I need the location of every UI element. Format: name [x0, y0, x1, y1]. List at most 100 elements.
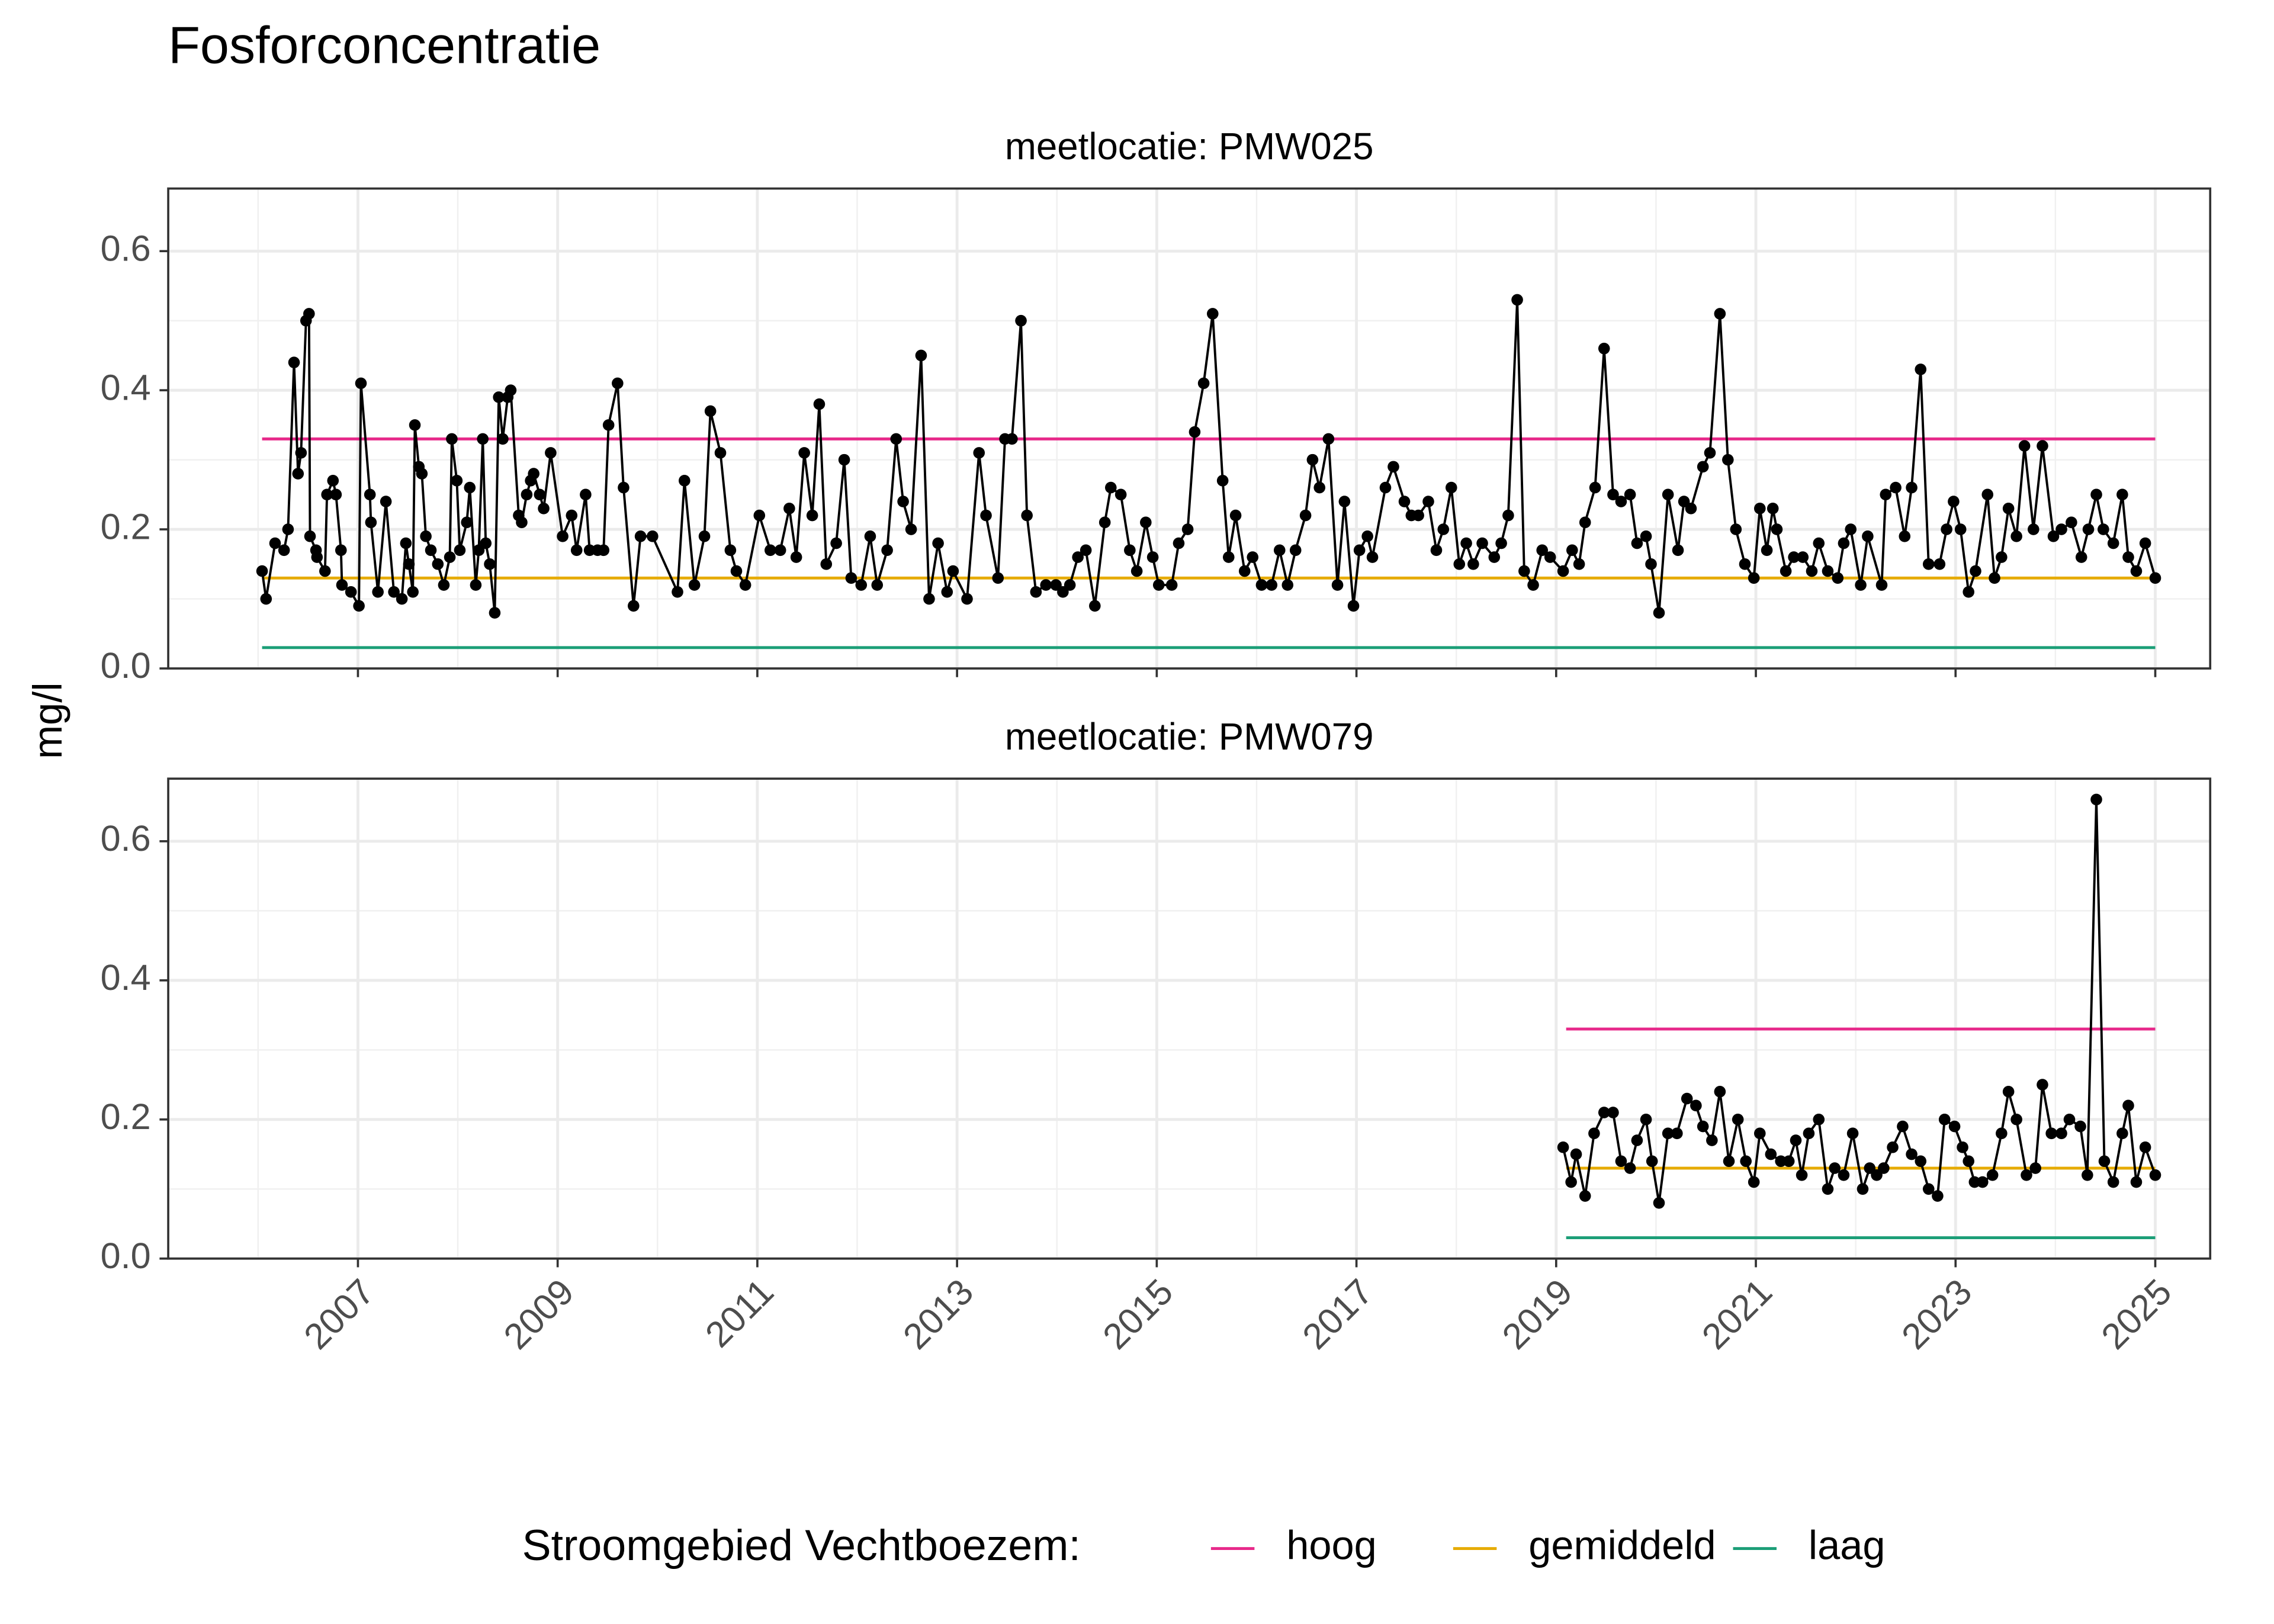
- data-point: [420, 530, 432, 542]
- data-point: [1932, 1190, 1944, 1202]
- data-point: [1706, 1134, 1718, 1146]
- data-point: [1173, 537, 1185, 549]
- data-point: [2055, 1127, 2067, 1140]
- data-point: [1140, 516, 1152, 529]
- data-point: [774, 544, 786, 557]
- data-point: [1748, 572, 1760, 584]
- data-point: [1089, 600, 1101, 612]
- data-point: [2082, 1169, 2093, 1181]
- data-point: [1640, 530, 1652, 542]
- data-point: [820, 558, 833, 570]
- data-point: [1398, 496, 1411, 507]
- data-point: [355, 377, 367, 390]
- data-point: [493, 391, 505, 403]
- data-point: [2130, 565, 2143, 577]
- data-point: [2107, 1176, 2119, 1188]
- data-point: [1072, 551, 1084, 563]
- data-point: [2090, 793, 2102, 806]
- data-point: [1021, 509, 1033, 522]
- data-point: [1739, 558, 1751, 570]
- data-point: [1607, 1107, 1619, 1118]
- data-point: [497, 433, 509, 445]
- data-point: [634, 530, 647, 542]
- data-point: [598, 544, 610, 557]
- data-point: [1875, 579, 1888, 591]
- data-point: [1790, 1134, 1802, 1146]
- data-point: [566, 509, 578, 522]
- panel-border: [167, 187, 2212, 670]
- data-point: [1322, 433, 1335, 445]
- data-point: [528, 468, 540, 480]
- data-point: [1922, 558, 1935, 570]
- data-point: [461, 516, 473, 529]
- data-point: [1105, 481, 1117, 494]
- data-point: [1467, 558, 1479, 570]
- data-point: [1970, 565, 1981, 577]
- data-point: [1015, 314, 1027, 327]
- data-point: [1565, 1176, 1577, 1188]
- data-point: [304, 530, 316, 542]
- data-point: [1152, 579, 1165, 591]
- data-point: [1897, 1120, 1909, 1133]
- facet-label: meetlocatie: PMW079: [1005, 716, 1374, 758]
- data-point: [1968, 1176, 1981, 1188]
- data-point: [2010, 1114, 2022, 1125]
- data-point: [1829, 1162, 1841, 1174]
- data-point: [845, 572, 857, 584]
- data-point: [516, 516, 528, 529]
- data-point: [1996, 1127, 2008, 1140]
- data-point: [1040, 579, 1052, 591]
- data-point: [1963, 1155, 1974, 1168]
- data-point: [438, 579, 450, 591]
- data-point: [1672, 544, 1684, 557]
- data-point: [1495, 537, 1507, 549]
- data-point: [881, 544, 893, 557]
- data-point: [454, 544, 466, 557]
- data-point: [1557, 565, 1569, 577]
- data-point: [1775, 1155, 1787, 1168]
- data-point: [618, 481, 629, 494]
- data-point: [1697, 1120, 1709, 1133]
- data-point: [409, 419, 421, 431]
- data-point: [1607, 488, 1619, 501]
- data-point: [923, 593, 935, 605]
- data-point: [1502, 509, 1514, 522]
- data-point: [1653, 1197, 1665, 1209]
- data-point: [1685, 503, 1697, 514]
- data-point: [1662, 488, 1674, 501]
- data-point: [1963, 586, 1974, 598]
- y-axis-title: mg/l: [25, 682, 70, 759]
- data-point: [1124, 544, 1136, 557]
- data-point: [1536, 544, 1549, 557]
- data-point: [1266, 579, 1278, 591]
- data-point: [2090, 488, 2102, 501]
- data-point: [1598, 342, 1610, 355]
- data-point: [2149, 1169, 2161, 1181]
- data-point: [1938, 1114, 1951, 1125]
- y-tick-label: 0.4: [101, 367, 151, 407]
- data-point: [1782, 1155, 1795, 1168]
- data-point: [1544, 551, 1556, 563]
- data-point: [2002, 503, 2015, 514]
- facet-label: meetlocatie: PMW025: [1005, 126, 1374, 168]
- data-point: [2082, 523, 2095, 535]
- y-tick-label: 0.0: [101, 645, 151, 686]
- data-point: [489, 607, 501, 619]
- data-point: [446, 433, 458, 445]
- data-point: [1697, 461, 1709, 473]
- data-point: [1099, 516, 1111, 529]
- data-point: [1822, 565, 1834, 577]
- data-point: [1313, 481, 1326, 494]
- data-point: [2074, 1120, 2086, 1133]
- y-tick-label: 0.2: [101, 506, 151, 546]
- data-point: [688, 579, 701, 591]
- data-point: [806, 509, 818, 522]
- data-point: [2139, 537, 2151, 549]
- data-point: [1845, 523, 1857, 535]
- data-point: [765, 544, 776, 557]
- data-point: [1855, 579, 1867, 591]
- data-point: [557, 530, 568, 542]
- data-point: [2130, 1176, 2143, 1188]
